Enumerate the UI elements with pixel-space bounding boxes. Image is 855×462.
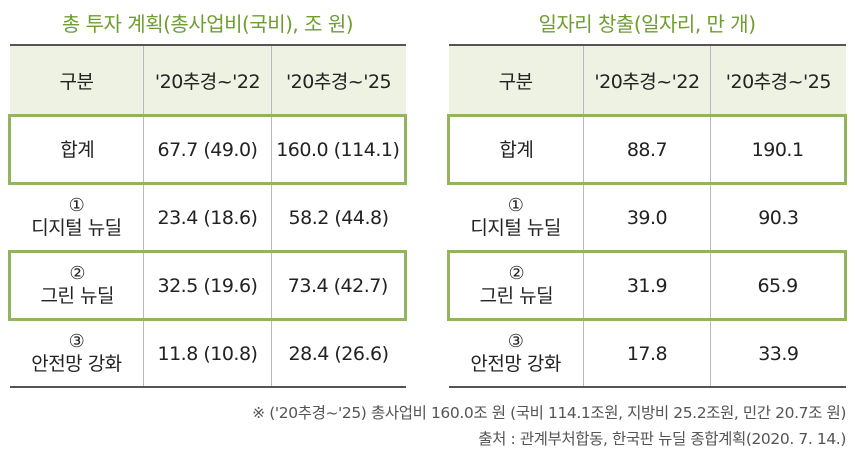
row-name: 디지털 뉴딜 [31, 216, 122, 239]
row-number: ① [507, 194, 524, 216]
row-number: ② [508, 262, 525, 284]
row-label: ① 디지털 뉴딜 [448, 183, 584, 252]
row-number: ② [69, 262, 86, 284]
row-name: 안전망 강화 [31, 352, 122, 375]
table-header-row: 구분 '20추경~'22 '20추경~'25 [9, 44, 406, 116]
header-period-25: '20추경~'25 [270, 44, 406, 116]
table-row-green: ② 그린 뉴딜 32.5 (19.6) 73.4 (42.7) [7, 250, 408, 321]
header-period-25: '20추경~'25 [710, 44, 846, 116]
cell-value: 17.8 [582, 319, 711, 388]
cell-value: 58.2 (44.8) [270, 183, 406, 252]
cell-value: 88.7 [582, 114, 711, 185]
row-number: ① [68, 194, 85, 216]
jobs-title: 일자리 창출(일자리, 만 개) [538, 12, 756, 36]
cell-value: 160.0 (114.1) [270, 114, 408, 185]
table-row-digital: ① 디지털 뉴딜 39.0 90.3 [448, 183, 846, 252]
row-label: ② 그린 뉴딜 [447, 250, 584, 321]
row-label: ③ 안전망 강화 [9, 319, 144, 388]
cell-value: 33.9 [710, 319, 846, 388]
table-row-safety: ③ 안전망 강화 17.8 33.9 [448, 319, 846, 388]
cell-value: 190.1 [710, 114, 847, 185]
investment-panel: 총 투자 계획(총사업비(국비), 조 원) 구분 '20추경~'22 '20추… [7, 0, 408, 388]
footnote-source: 출처 : 관계부처합동, 한국판 뉴딜 종합계획(2020. 7. 14.) [478, 430, 846, 448]
row-number: ③ [507, 330, 524, 352]
cell-value: 65.9 [710, 250, 847, 321]
footnote-total: ※ ('20추경~'25) 총사업비 160.0조 원 (국비 114.1조원,… [252, 404, 846, 422]
cell-value: 73.4 (42.7) [270, 250, 408, 321]
row-number: ③ [68, 330, 85, 352]
cell-value: 32.5 (19.6) [143, 250, 272, 321]
row-label: ③ 안전망 강화 [448, 319, 584, 388]
row-name: 디지털 뉴딜 [470, 216, 561, 239]
table-header-row: 구분 '20추경~'22 '20추경~'25 [448, 44, 846, 116]
cell-value: 11.8 (10.8) [143, 319, 272, 388]
row-name: 안전망 강화 [470, 352, 561, 375]
row-name: 합계 [499, 138, 534, 161]
cell-value: 39.0 [582, 183, 711, 252]
row-name: 그린 뉴딜 [479, 284, 554, 307]
table-row-total: 합계 88.7 190.1 [447, 114, 847, 185]
cell-value: 31.9 [582, 250, 711, 321]
cell-value: 23.4 (18.6) [143, 183, 272, 252]
row-label: ① 디지털 뉴딜 [9, 183, 144, 252]
jobs-table: 구분 '20추경~'22 '20추경~'25 합계 88.7 190.1 ① 디… [447, 44, 847, 388]
jobs-panel: 일자리 창출(일자리, 만 개) 구분 '20추경~'22 '20추경~'25 … [447, 0, 847, 388]
row-label: 합계 [447, 114, 584, 185]
table-row-digital: ① 디지털 뉴딜 23.4 (18.6) 58.2 (44.8) [9, 183, 406, 252]
footnotes: ※ ('20추경~'25) 총사업비 160.0조 원 (국비 114.1조원,… [252, 400, 846, 452]
investment-table: 구분 '20추경~'22 '20추경~'25 합계 67.7 (49.0) 16… [7, 44, 408, 388]
row-name: 합계 [60, 138, 95, 161]
row-name: 그린 뉴딜 [40, 284, 114, 307]
header-category: 구분 [448, 44, 584, 116]
header-category: 구분 [9, 44, 144, 116]
table-row-green: ② 그린 뉴딜 31.9 65.9 [447, 250, 847, 321]
row-label: ② 그린 뉴딜 [7, 250, 144, 321]
cell-value: 90.3 [710, 183, 846, 252]
cell-value: 28.4 (26.6) [270, 319, 406, 388]
row-label: 합계 [7, 114, 144, 185]
cell-value: 67.7 (49.0) [143, 114, 272, 185]
table-row-safety: ③ 안전망 강화 11.8 (10.8) 28.4 (26.6) [9, 319, 406, 388]
investment-title: 총 투자 계획(총사업비(국비), 조 원) [61, 12, 354, 36]
table-row-total: 합계 67.7 (49.0) 160.0 (114.1) [7, 114, 408, 185]
header-period-22: '20추경~'22 [582, 44, 711, 116]
header-period-22: '20추경~'22 [143, 44, 272, 116]
